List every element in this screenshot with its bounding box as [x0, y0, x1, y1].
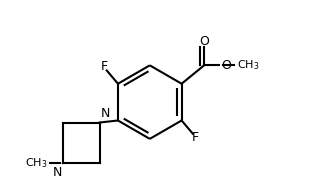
Text: F: F	[192, 131, 199, 144]
Text: F: F	[101, 60, 108, 73]
Text: O: O	[199, 35, 209, 48]
Text: N: N	[100, 107, 110, 120]
Text: O: O	[221, 59, 231, 72]
Text: CH$_3$: CH$_3$	[25, 157, 47, 170]
Text: CH$_3$: CH$_3$	[237, 58, 260, 72]
Text: N: N	[52, 166, 62, 179]
